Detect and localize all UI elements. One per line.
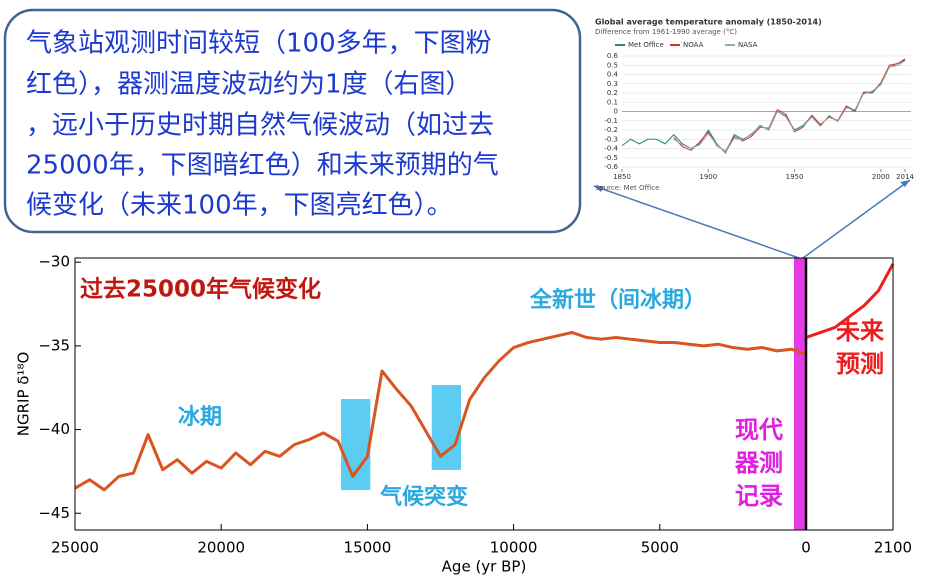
plot-frame [74, 257, 894, 531]
data-line [805, 263, 895, 339]
y-tick-label: -0.6 [604, 163, 618, 171]
callout-line: 25000年，下图暗红色）和未来预期的气 [26, 151, 499, 181]
x-tick-label: 2000 [872, 173, 890, 181]
annotation: 器测 [734, 449, 783, 477]
legend-label: NASA [738, 41, 758, 49]
y-tick-label: 0.1 [607, 98, 618, 106]
annotation: 气候突变 [379, 484, 468, 510]
inset-subtitle: Difference from 1961-1990 average (°C) [595, 28, 737, 36]
highlight [431, 385, 461, 470]
data-line [673, 60, 906, 153]
y-tick-label: 0.3 [607, 80, 618, 88]
arrow-head [900, 180, 910, 187]
y-tick-label: −35 [38, 336, 70, 354]
annotation: 冰期 [178, 405, 222, 430]
y-tick-label: 0.5 [607, 61, 618, 69]
callout-line: 气象站观测时间较短（100多年，下图粉 [26, 29, 492, 59]
legend-label: Met Office [628, 41, 664, 49]
x-tick-label: 0 [801, 539, 811, 557]
inset-title: Global average temperature anomaly (1850… [595, 18, 822, 27]
x-axis-label: Age (yr BP) [442, 558, 527, 576]
y-tick-label: −40 [38, 420, 70, 438]
callout-line: 候变化（未来100年，下图亮红色）。 [26, 191, 453, 221]
annotation: 记录 [735, 482, 783, 510]
y-tick-label: −30 [38, 253, 70, 271]
arrow [802, 179, 911, 259]
callout-text: 气象站观测时间较短（100多年，下图粉 红色），器测温度波动约为1度（右图） ，… [26, 29, 499, 221]
callout-line: ，远小于历史时期自然气候波动（如过去 [26, 111, 494, 141]
y-tick-label: 0 [614, 108, 618, 116]
annotation: 全新世（间冰期） [529, 287, 706, 313]
x-tick-label: 2100 [874, 539, 912, 557]
x-tick-label: 1900 [699, 173, 717, 181]
instrumental-band [794, 258, 805, 530]
data-line [74, 330, 807, 492]
y-tick-label: 0.6 [607, 52, 619, 60]
annotation: 过去25000年气候变化 [80, 276, 321, 303]
y-tick-label: 0.4 [607, 71, 619, 79]
y-axis-label: NGRIP δ¹⁸O [15, 352, 33, 437]
x-tick-label: 1850 [613, 173, 631, 181]
y-tick-label: -0.5 [604, 154, 618, 162]
legend-label: NOAA [683, 41, 704, 49]
x-tick-label: 10000 [490, 539, 538, 557]
callout-line: 红色），器测温度波动约为1度（右图） [26, 70, 472, 100]
y-tick-label: −45 [38, 504, 70, 522]
x-tick-label: 25000 [51, 539, 99, 557]
y-tick-label: -0.2 [604, 126, 618, 134]
inset-panel [588, 12, 915, 195]
annotation: 未来 [836, 317, 885, 345]
inset-source: Source: Met Office [595, 184, 659, 192]
arrow-head [594, 186, 604, 192]
y-tick-label: -0.4 [604, 145, 618, 153]
y-tick-label: -0.3 [604, 135, 618, 143]
x-tick-label: 20000 [197, 539, 245, 557]
x-tick-label: 5000 [641, 539, 679, 557]
highlight [341, 399, 371, 490]
x-tick-label: 1950 [786, 173, 804, 181]
annotation: 现代 [735, 416, 783, 444]
y-tick-label: -0.1 [604, 117, 618, 125]
y-tick-label: 0.2 [607, 89, 618, 97]
x-tick-label: 15000 [344, 539, 392, 557]
arrow [593, 185, 800, 259]
annotation: 预测 [836, 350, 884, 378]
callout-box [3, 8, 582, 234]
x-tick-label: 2014 [896, 173, 914, 181]
